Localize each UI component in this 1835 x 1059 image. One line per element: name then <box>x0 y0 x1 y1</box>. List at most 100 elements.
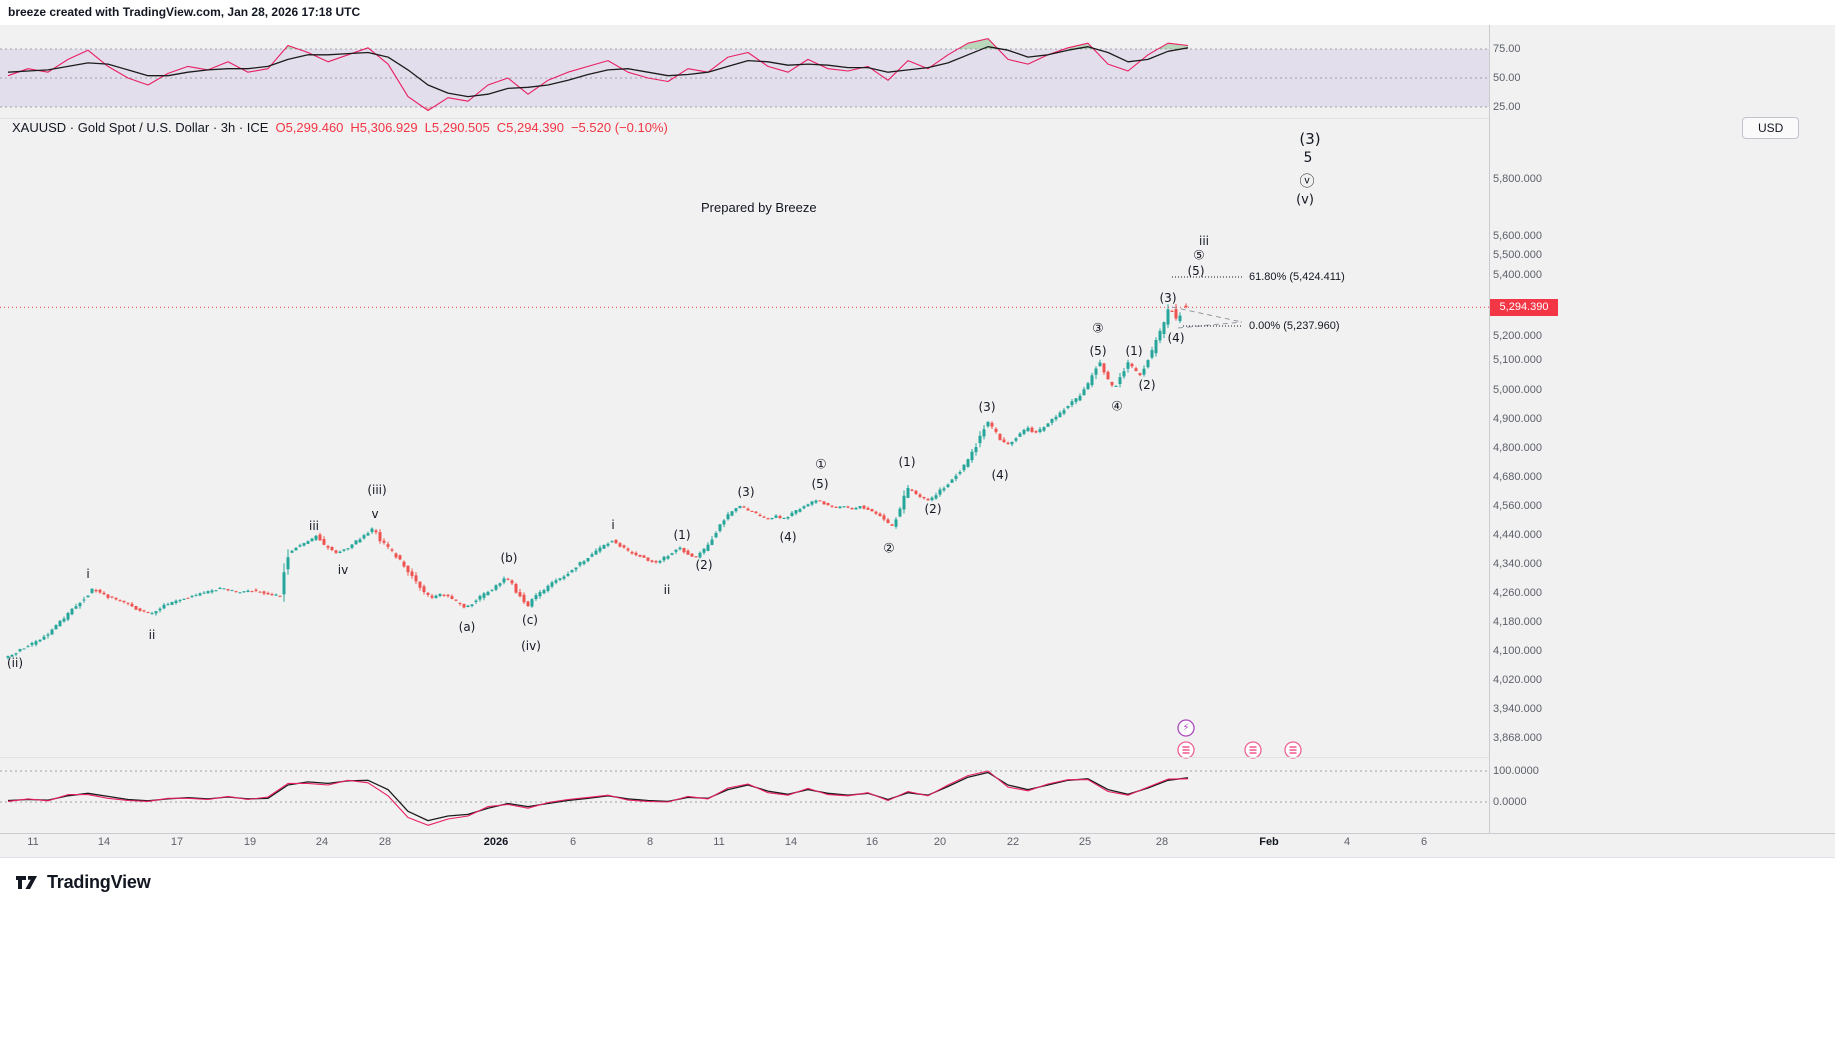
wave-label[interactable]: (2) <box>1139 378 1156 392</box>
tradingview-brand[interactable]: TradingView <box>14 869 151 895</box>
time-axis-label[interactable]: 28 <box>1156 836 1168 848</box>
time-axis-label[interactable]: 28 <box>379 836 391 848</box>
time-axis-label[interactable]: 24 <box>316 836 328 848</box>
time-axis-label[interactable]: 19 <box>244 836 256 848</box>
fib-level-label[interactable]: 0.00% (5,237.960) <box>1249 320 1340 332</box>
price-axis-label: 3,868.000 <box>1493 732 1542 744</box>
wave-label[interactable]: ① <box>815 458 827 473</box>
price-axis-label: 4,440.000 <box>1493 529 1542 541</box>
wave-label[interactable]: iv <box>338 563 348 577</box>
event-icon-flash[interactable]: ⚡ <box>1177 719 1195 737</box>
indicator-line-fast[interactable] <box>7 38 1189 112</box>
wave-label[interactable]: (5) <box>1090 344 1107 358</box>
candle <box>982 425 986 440</box>
wave-label[interactable]: i <box>611 518 614 532</box>
wave-label[interactable]: (4) <box>1168 331 1185 345</box>
wave-label[interactable]: (iv) <box>521 639 541 653</box>
wave-label[interactable]: (ii) <box>7 656 23 670</box>
candle <box>702 547 706 555</box>
candle <box>558 577 562 582</box>
indicator-line-main[interactable] <box>7 771 1189 822</box>
time-axis-label[interactable]: 14 <box>98 836 110 848</box>
candle <box>358 537 362 543</box>
time-axis[interactable]: 11 14 17 19 24 28 2026 6 8 11 14 16 20 22 25 28 Feb 4 6 <box>27 836 1427 848</box>
wave-label[interactable]: (1) <box>674 528 691 542</box>
wave-label[interactable]: iii <box>309 519 319 533</box>
time-axis-label[interactable]: 17 <box>171 836 183 848</box>
wave-label[interactable]: (3) <box>738 485 755 499</box>
wave-label[interactable]: (3) <box>979 400 996 414</box>
time-axis-label[interactable]: 2026 <box>484 836 508 848</box>
candle <box>330 546 334 552</box>
wave-label[interactable]: (5) <box>812 477 829 491</box>
wave-label[interactable]: ③ <box>1092 322 1104 337</box>
fib-level-label[interactable]: 61.80% (5,424.411) <box>1249 271 1345 283</box>
wave-label[interactable]: (1) <box>899 455 916 469</box>
indicator-line-signal[interactable] <box>7 770 1189 826</box>
wave-label[interactable]: ii <box>149 628 156 642</box>
wave-label[interactable]: (iii) <box>367 483 386 497</box>
chart-canvas[interactable]: 75.0050.0025.00100.00000.00005,800.0005,… <box>0 0 1835 857</box>
time-axis-label[interactable]: Feb <box>1259 836 1279 848</box>
candle <box>134 605 138 610</box>
candle <box>410 568 414 579</box>
wave-label[interactable]: ⓥ <box>1299 172 1314 190</box>
wave-label[interactable]: (4) <box>780 530 797 544</box>
time-axis-label[interactable]: 20 <box>934 836 946 848</box>
event-icon-calendar[interactable] <box>1177 741 1195 759</box>
price-axis-label: 4,180.000 <box>1493 616 1542 628</box>
projection-guide-line[interactable] <box>1171 306 1243 323</box>
attribution-text: breeze created with TradingView.com, Jan… <box>8 5 361 19</box>
wave-label[interactable]: ii <box>664 583 671 597</box>
currency-badge[interactable]: USD <box>1742 117 1800 139</box>
wave-label[interactable]: (4) <box>992 468 1009 482</box>
candle <box>986 421 990 428</box>
candle <box>754 511 758 514</box>
wave-label[interactable]: (a) <box>459 620 476 634</box>
event-icon-calendar[interactable] <box>1244 741 1262 759</box>
candle <box>902 490 906 514</box>
time-axis-label[interactable]: 4 <box>1344 836 1350 848</box>
symbol-legend[interactable]: XAUUSD · Gold Spot / U.S. Dollar · 3h · … <box>12 120 668 135</box>
price-axis-label: 5,500.000 <box>1493 249 1542 261</box>
time-axis-label[interactable]: 6 <box>570 836 576 848</box>
event-icon-calendar[interactable] <box>1284 741 1302 759</box>
wave-label[interactable]: (3) <box>1299 130 1320 148</box>
wave-label[interactable]: (3) <box>1160 291 1177 305</box>
candle <box>950 478 954 483</box>
wave-label[interactable]: (2) <box>925 502 942 516</box>
candle <box>954 473 958 482</box>
wave-label[interactable]: i <box>86 567 89 581</box>
time-axis-label[interactable]: 8 <box>647 836 653 848</box>
candle <box>610 540 614 543</box>
time-axis-label[interactable]: 25 <box>1079 836 1091 848</box>
wave-label[interactable]: iii <box>1199 234 1209 248</box>
wave-label[interactable]: (5) <box>1188 264 1205 278</box>
time-axis-label[interactable]: 6 <box>1421 836 1427 848</box>
legend-symbol-title[interactable]: XAUUSD · Gold Spot / U.S. Dollar · 3h · … <box>12 120 269 135</box>
wave-label[interactable]: (c) <box>522 613 538 627</box>
candle <box>58 620 62 627</box>
wave-label[interactable]: ④ <box>1111 400 1123 415</box>
projection-guide-line[interactable] <box>1177 321 1243 329</box>
indicator-line-slow[interactable] <box>7 46 1189 98</box>
wave-label[interactable]: ② <box>883 542 895 557</box>
candle <box>506 577 510 581</box>
wave-label[interactable]: (b) <box>501 551 518 565</box>
time-axis-label[interactable]: 16 <box>866 836 878 848</box>
wave-label[interactable]: v <box>371 507 378 521</box>
price-axis-label: 4,100.000 <box>1493 645 1542 657</box>
wave-label[interactable]: (2) <box>696 558 713 572</box>
time-axis-label[interactable]: 11 <box>713 836 724 848</box>
candle <box>86 595 90 598</box>
time-axis-label[interactable]: 11 <box>27 836 38 848</box>
wave-label[interactable]: (v) <box>1296 193 1314 208</box>
candle <box>94 588 98 593</box>
wave-label[interactable]: (1) <box>1126 344 1143 358</box>
time-axis-label[interactable]: 14 <box>785 836 797 848</box>
wave-label[interactable]: 5 <box>1304 150 1313 166</box>
candle <box>434 594 438 599</box>
time-axis-label[interactable]: 22 <box>1007 836 1019 848</box>
wave-label[interactable]: ⑤ <box>1193 249 1205 264</box>
candle <box>742 505 746 508</box>
